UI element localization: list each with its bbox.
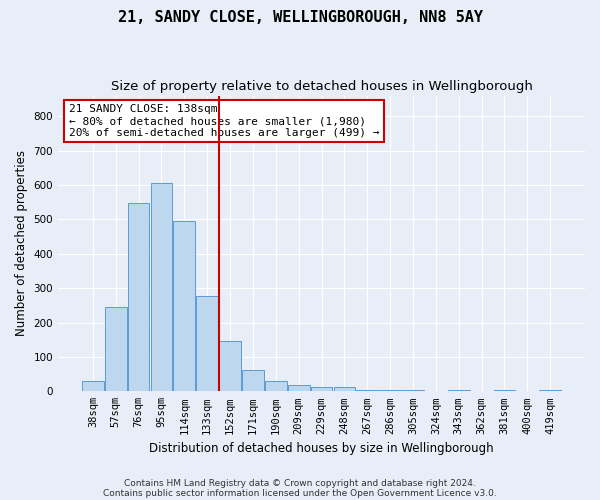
Bar <box>242 370 264 392</box>
Bar <box>494 390 515 392</box>
Bar <box>448 390 470 392</box>
Text: 21, SANDY CLOSE, WELLINGBOROUGH, NN8 5AY: 21, SANDY CLOSE, WELLINGBOROUGH, NN8 5AY <box>118 10 482 25</box>
Bar <box>173 221 195 392</box>
Bar <box>334 387 355 392</box>
Bar <box>356 390 378 392</box>
Bar <box>196 296 218 392</box>
Bar <box>82 381 104 392</box>
Bar <box>128 203 149 392</box>
Bar <box>151 183 172 392</box>
Bar <box>265 381 287 392</box>
Text: Contains HM Land Registry data © Crown copyright and database right 2024.: Contains HM Land Registry data © Crown c… <box>124 478 476 488</box>
Bar <box>379 390 401 392</box>
X-axis label: Distribution of detached houses by size in Wellingborough: Distribution of detached houses by size … <box>149 442 494 455</box>
Text: 21 SANDY CLOSE: 138sqm
← 80% of detached houses are smaller (1,980)
20% of semi-: 21 SANDY CLOSE: 138sqm ← 80% of detached… <box>68 104 379 138</box>
Bar <box>402 390 424 392</box>
Title: Size of property relative to detached houses in Wellingborough: Size of property relative to detached ho… <box>110 80 532 93</box>
Bar <box>105 307 127 392</box>
Bar <box>311 387 332 392</box>
Text: Contains public sector information licensed under the Open Government Licence v3: Contains public sector information licen… <box>103 488 497 498</box>
Bar <box>288 385 310 392</box>
Bar <box>539 390 561 392</box>
Y-axis label: Number of detached properties: Number of detached properties <box>15 150 28 336</box>
Bar <box>219 342 241 392</box>
